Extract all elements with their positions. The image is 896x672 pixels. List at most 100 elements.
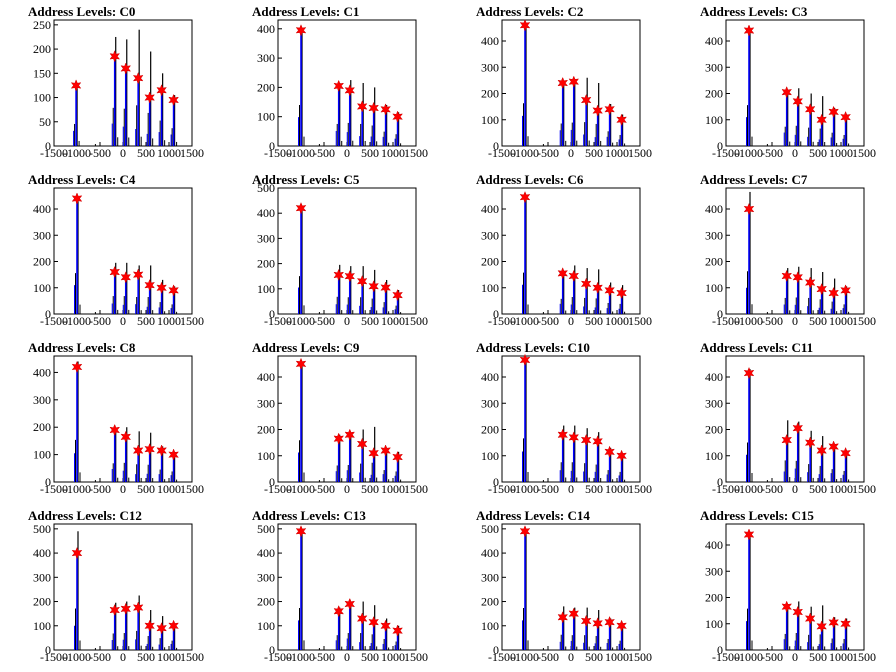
y-tick-label: 300 bbox=[257, 51, 275, 65]
chart-panel: Address Levels: C2 0 100 200 300 400 -1500-100… bbox=[476, 4, 652, 160]
x-tick-label: 1500 bbox=[180, 146, 204, 160]
y-tick-label: 200 bbox=[481, 87, 499, 101]
x-tick-label: 0 bbox=[792, 650, 798, 664]
x-tick-label: 500 bbox=[137, 146, 155, 160]
y-tick-label: 0 bbox=[45, 643, 51, 657]
x-tick-label: -1500 bbox=[712, 482, 740, 496]
y-tick-label: 300 bbox=[481, 60, 499, 74]
peak-star-marker bbox=[71, 360, 83, 374]
x-tick-label: 1000 bbox=[381, 650, 405, 664]
y-tick-label: 200 bbox=[481, 595, 499, 609]
peak-star-marker bbox=[840, 446, 851, 460]
x-tick-label: 0 bbox=[120, 650, 126, 664]
x-tick-label: -1000 bbox=[287, 650, 315, 664]
x-tick-label: 500 bbox=[585, 650, 603, 664]
peak-star-marker bbox=[592, 281, 603, 294]
peak-star-marker bbox=[132, 72, 144, 85]
peak-star-marker bbox=[295, 202, 307, 215]
x-tick-label: -1000 bbox=[735, 146, 763, 160]
y-tick-label: 300 bbox=[33, 393, 51, 407]
x-tick-label: 1000 bbox=[381, 482, 405, 496]
peak-star-marker bbox=[380, 281, 391, 294]
y-tick-label: 400 bbox=[33, 202, 51, 216]
x-tick-label: 500 bbox=[137, 314, 155, 328]
y-tick-label: 300 bbox=[705, 564, 723, 578]
chart-panel: Address Levels: C14 0 100 200 300 400 500 -1500… bbox=[476, 508, 652, 664]
chart-panel: Address Levels: C8 0 100 200 300 400 -1500-100… bbox=[28, 340, 204, 496]
peak-star-marker bbox=[356, 437, 368, 451]
chart-title: Address Levels: C2 bbox=[476, 4, 583, 19]
x-tick-label: -500 bbox=[89, 650, 111, 664]
peak-star-marker bbox=[792, 605, 804, 619]
peak-star-marker bbox=[792, 271, 804, 284]
y-tick-label: 300 bbox=[257, 570, 275, 584]
y-tick-label: 400 bbox=[481, 546, 499, 560]
peak-star-marker bbox=[132, 444, 144, 457]
x-tick-label: 0 bbox=[344, 314, 350, 328]
x-tick-label: -500 bbox=[89, 314, 111, 328]
peak-star-marker bbox=[156, 281, 167, 294]
peak-star-marker bbox=[840, 110, 851, 124]
peak-star-marker bbox=[616, 113, 627, 126]
chart-title: Address Levels: C9 bbox=[252, 340, 360, 355]
y-tick-label: 0 bbox=[269, 307, 275, 321]
y-tick-label: 100 bbox=[257, 619, 275, 633]
y-tick-label: 200 bbox=[33, 595, 51, 609]
x-tick-label: 500 bbox=[809, 146, 827, 160]
y-tick-label: 0 bbox=[717, 139, 723, 153]
y-tick-label: 0 bbox=[269, 643, 275, 657]
x-tick-label: -1000 bbox=[735, 482, 763, 496]
peak-star-marker bbox=[380, 103, 391, 116]
peak-star-marker bbox=[580, 614, 592, 628]
x-tick-label: 0 bbox=[568, 482, 574, 496]
y-tick-label: 300 bbox=[33, 570, 51, 584]
x-tick-label: -500 bbox=[537, 482, 559, 496]
x-tick-label: -1000 bbox=[63, 482, 91, 496]
peak-star-marker bbox=[368, 280, 379, 293]
peak-star-marker bbox=[616, 619, 627, 632]
chart-panel: Address Levels: C4 0 100 200 300 400 -1500-100… bbox=[28, 172, 204, 328]
peak-star-marker bbox=[781, 600, 793, 613]
peak-star-marker bbox=[580, 93, 592, 107]
chart-title: Address Levels: C14 bbox=[476, 508, 590, 523]
peak-star-marker bbox=[743, 202, 755, 216]
y-tick-label: 300 bbox=[33, 228, 51, 242]
x-tick-label: -500 bbox=[537, 650, 559, 664]
peak-star-marker bbox=[557, 611, 569, 624]
x-tick-label: 1000 bbox=[829, 650, 853, 664]
y-tick-label: 400 bbox=[257, 206, 275, 220]
x-tick-label: -500 bbox=[761, 146, 783, 160]
x-tick-label: 1000 bbox=[829, 146, 853, 160]
x-tick-label: 1000 bbox=[157, 146, 181, 160]
y-tick-label: 500 bbox=[33, 522, 51, 536]
y-tick-label: 400 bbox=[257, 546, 275, 560]
x-tick-label: 0 bbox=[120, 314, 126, 328]
peak-star-marker bbox=[295, 525, 307, 538]
peak-star-marker bbox=[804, 103, 816, 116]
chart-panel: Address Levels: C13 0 100 200 300 400 500 -1500… bbox=[252, 508, 428, 664]
x-tick-label: 500 bbox=[137, 482, 155, 496]
peak-star-marker bbox=[519, 353, 531, 367]
x-tick-label: 0 bbox=[344, 482, 350, 496]
y-tick-label: 400 bbox=[33, 365, 51, 379]
peak-star-marker bbox=[580, 277, 592, 290]
chart-title: Address Levels: C10 bbox=[476, 340, 590, 355]
x-tick-label: -1000 bbox=[735, 650, 763, 664]
x-tick-label: -500 bbox=[89, 146, 111, 160]
peak-star-marker bbox=[568, 269, 580, 283]
x-tick-label: -1500 bbox=[488, 482, 516, 496]
y-tick-label: 100 bbox=[481, 619, 499, 633]
y-tick-label: 200 bbox=[257, 423, 275, 437]
x-tick-label: 500 bbox=[361, 314, 379, 328]
y-tick-label: 300 bbox=[705, 60, 723, 74]
peak-star-marker bbox=[144, 442, 155, 456]
x-tick-label: -1000 bbox=[287, 482, 315, 496]
x-tick-label: -1500 bbox=[488, 650, 516, 664]
peak-star-marker bbox=[168, 93, 179, 107]
peak-star-marker bbox=[781, 86, 793, 99]
peak-star-marker bbox=[380, 619, 391, 632]
peak-star-marker bbox=[616, 449, 627, 462]
peak-star-marker bbox=[120, 62, 132, 75]
y-tick-label: 400 bbox=[257, 370, 275, 384]
peak-star-marker bbox=[816, 282, 827, 296]
